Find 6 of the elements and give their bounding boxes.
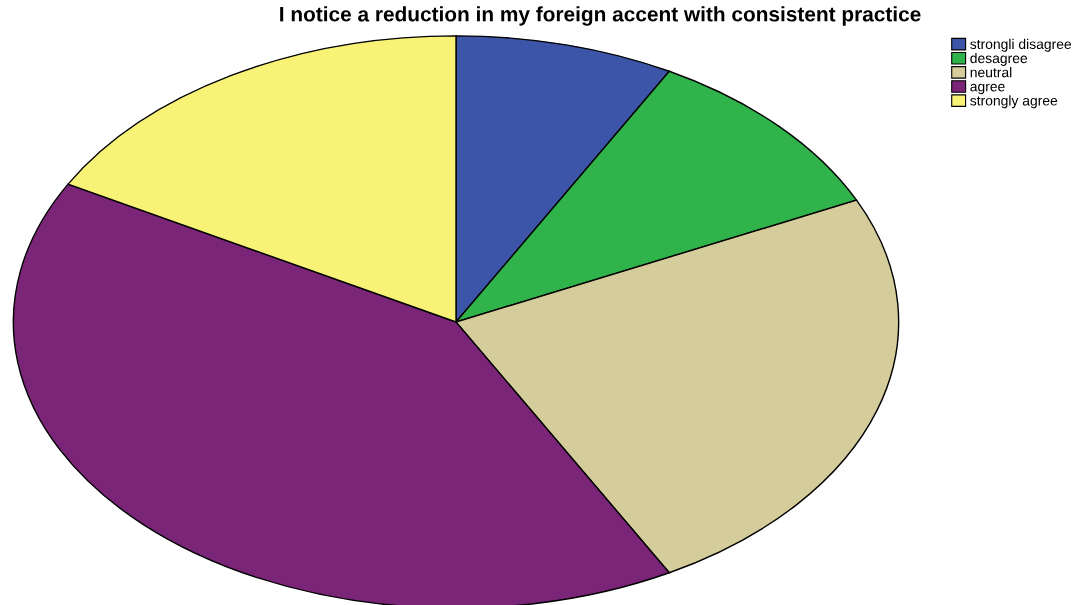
legend-label: strongli disagree [970, 38, 1072, 52]
legend-label: strongly agree [970, 95, 1058, 109]
chart-title: I notice a reduction in my foreign accent with consistent practice [280, 6, 921, 26]
legend-label: desagree [970, 52, 1028, 66]
legend-label: agree [970, 83, 1005, 95]
legend-label: neutral [970, 67, 1012, 78]
